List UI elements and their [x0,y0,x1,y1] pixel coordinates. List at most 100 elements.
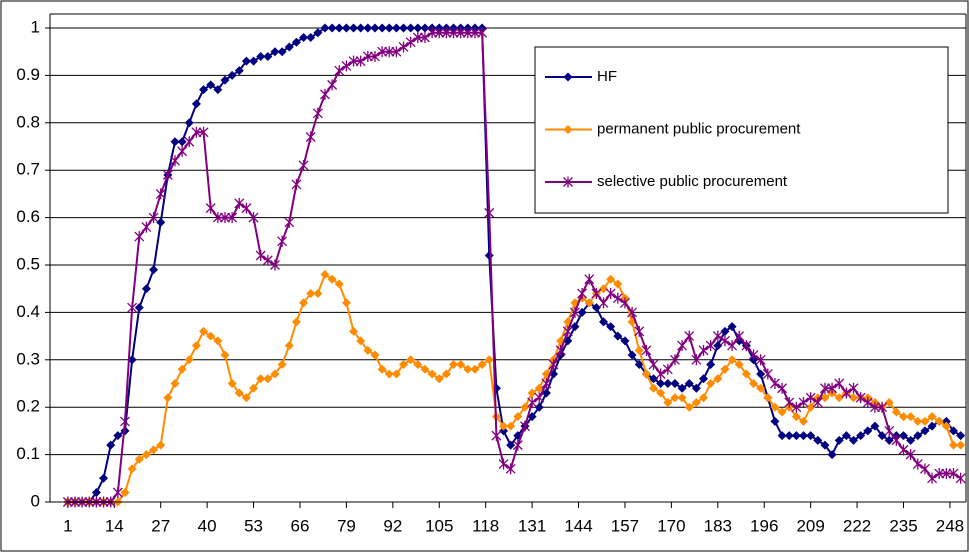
marker [370,50,380,62]
marker [841,387,852,399]
legend-label: selective public procurement [597,173,788,190]
y-tick-label: 0.3 [16,349,40,368]
y-tick-label: 0.5 [16,254,40,273]
marker [434,374,444,384]
marker [927,412,937,422]
marker [191,99,201,109]
marker [934,468,945,480]
marker [391,369,401,379]
legend-label: permanent public procurement [597,120,801,137]
legend-box [534,46,949,214]
marker [599,317,609,327]
marker [649,374,659,384]
marker [770,402,780,412]
marker [256,374,266,384]
marker [291,317,301,327]
marker [720,326,730,336]
marker [591,303,601,313]
x-tick-label: 222 [843,516,871,535]
marker [391,23,401,33]
marker [684,379,694,388]
x-tick-label: 79 [337,516,356,535]
marker [684,330,695,342]
marker [420,364,430,374]
marker [327,274,337,284]
marker [313,288,323,298]
marker [141,284,151,294]
marker [277,235,288,247]
marker [791,412,801,422]
marker [327,79,338,91]
marker [799,431,809,441]
marker [577,307,587,317]
marker [291,178,302,190]
marker [234,66,244,76]
marker [349,326,359,336]
marker [270,47,280,57]
marker [669,354,680,366]
marker [170,137,180,147]
marker [570,322,580,332]
x-tick-label: 157 [611,516,639,535]
marker [784,396,795,408]
marker [827,450,837,460]
marker [662,363,673,375]
marker [391,46,402,58]
marker [112,487,123,499]
marker [406,355,416,365]
marker [320,269,330,279]
marker [563,125,573,134]
marker [919,463,930,475]
marker [313,28,323,38]
marker [777,431,787,441]
marker [299,298,309,308]
marker [806,431,816,441]
marker [649,383,659,393]
y-tick-label: 0.8 [16,112,40,131]
marker [598,297,609,309]
x-tick-label: 118 [472,516,499,535]
marker [834,435,844,445]
marker [512,439,523,451]
marker [613,279,623,289]
marker [370,23,380,33]
marker [363,23,373,33]
marker [627,350,637,360]
marker [227,212,238,224]
marker [613,331,623,341]
marker [555,344,566,356]
marker [520,402,530,412]
marker [741,340,752,352]
marker [898,444,909,456]
marker [619,297,630,309]
marker [762,368,773,380]
marker [706,360,716,370]
marker [612,292,623,304]
marker [727,340,738,352]
marker [913,431,923,441]
marker [377,364,387,374]
marker [334,65,345,77]
marker [148,212,159,224]
marker [170,379,180,388]
marker [605,287,616,299]
marker [899,412,909,422]
marker [412,31,423,43]
x-tick-label: 170 [657,516,685,535]
marker [327,23,337,33]
marker [234,197,245,209]
marker [205,202,216,214]
marker [384,46,395,58]
marker [934,416,944,426]
marker [477,360,487,370]
marker [813,435,823,445]
marker [848,382,859,394]
marker [734,360,744,370]
x-tick-label: 248 [936,516,964,535]
x-tick-label: 1 [63,516,72,535]
marker [263,374,273,384]
y-tick-label: 0.2 [16,397,40,416]
marker [255,250,266,262]
marker [284,341,294,351]
